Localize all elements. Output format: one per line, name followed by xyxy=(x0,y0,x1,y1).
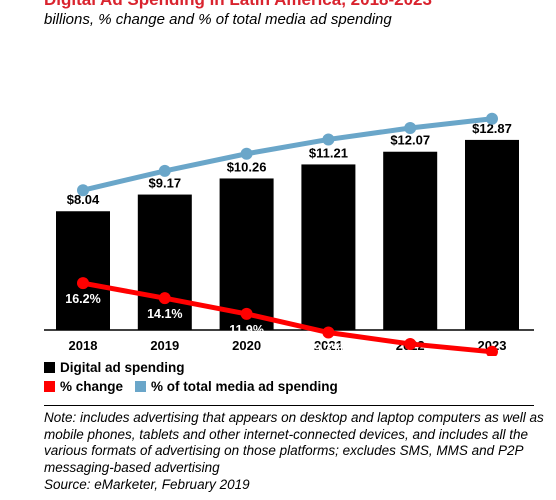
bar-value-label-2019: $9.17 xyxy=(149,176,182,191)
chart-note: Note: includes advertising that appears … xyxy=(44,410,544,475)
legend-item-digital-ad-spending: Digital ad spending xyxy=(44,360,185,375)
x-tick-label-2021: 2021 xyxy=(314,338,343,353)
chart-subtitle: billions, % change and % of total media … xyxy=(44,11,392,28)
share-point-2022 xyxy=(404,122,417,135)
change-point-2020 xyxy=(240,307,253,320)
legend-row-2: % change % of total media ad spending xyxy=(44,377,350,396)
bar-2021 xyxy=(301,164,356,330)
change-value-label-2021: 9.3% xyxy=(314,342,343,356)
x-tick-label-2019: 2019 xyxy=(150,338,179,353)
change-point-2021 xyxy=(322,326,335,339)
change-point-2022 xyxy=(404,337,417,350)
share-line xyxy=(80,116,495,193)
bar-value-label-2020: $10.26 xyxy=(227,159,267,174)
bar-2019 xyxy=(137,194,192,330)
x-tick-label-2018: 2018 xyxy=(69,338,98,353)
bar-value-label-2022: $12.07 xyxy=(390,133,430,148)
chart-source: Source: eMarketer, February 2019 xyxy=(44,477,250,492)
legend-label-digital-ad-spending: Digital ad spending xyxy=(60,360,185,375)
legend-item-share: % of total media ad spending xyxy=(135,379,338,394)
change-value-label-2019: 14.1% xyxy=(147,307,182,321)
share-point-2019 xyxy=(158,164,171,177)
chart-plot: $8.04 $9.17 $10.26 $11.21 $12.07 $12.87 2018 20… xyxy=(44,98,534,356)
share-value-label-2023: 39.2% xyxy=(474,98,509,112)
change-point-2018 xyxy=(77,277,89,290)
bar-2023 xyxy=(465,139,519,330)
bar-2020 xyxy=(219,178,274,330)
change-value-label-2018: 16.2% xyxy=(65,292,100,306)
change-value-label-2022: 7.7% xyxy=(396,353,425,356)
bar-value-label-2023: $12.87 xyxy=(472,121,512,136)
legend-swatch-share xyxy=(135,381,147,392)
chart-title: Digital Ad Spending in Latin America, 20… xyxy=(44,0,432,10)
share-value-label-2019: 31.9% xyxy=(147,150,182,164)
legend-swatch-change xyxy=(44,381,55,392)
share-point-2018 xyxy=(77,184,89,197)
change-value-label-2020: 11.9% xyxy=(229,323,264,337)
change-point-2019 xyxy=(158,292,171,305)
share-point-2023 xyxy=(486,112,498,125)
legend-swatch-bar xyxy=(44,362,55,373)
share-point-2020 xyxy=(240,147,253,160)
legend-item-change: % change xyxy=(44,379,123,394)
bar-2018 xyxy=(56,211,110,330)
share-point-2021 xyxy=(322,133,335,146)
share-value-label-2018: 29.2% xyxy=(65,169,100,183)
bar-value-label-2018: $8.04 xyxy=(67,192,100,207)
change-line xyxy=(80,280,495,355)
share-value-label-2020: 34.3% xyxy=(229,133,264,147)
x-tick-label-2020: 2020 xyxy=(232,338,261,353)
bar-2022 xyxy=(383,151,438,330)
bar-value-label-2021: $11.21 xyxy=(309,145,348,160)
share-value-label-2022: 37.9% xyxy=(392,107,427,121)
change-point-2023 xyxy=(486,345,498,356)
share-value-label-2021: 36.3% xyxy=(311,118,346,132)
note-divider xyxy=(44,405,534,406)
legend-row-1: Digital ad spending xyxy=(44,358,350,377)
legend: Digital ad spending % change % of total … xyxy=(44,358,350,396)
legend-label-change: % change xyxy=(60,379,124,394)
legend-label-share: % of total media ad spending xyxy=(151,379,338,394)
